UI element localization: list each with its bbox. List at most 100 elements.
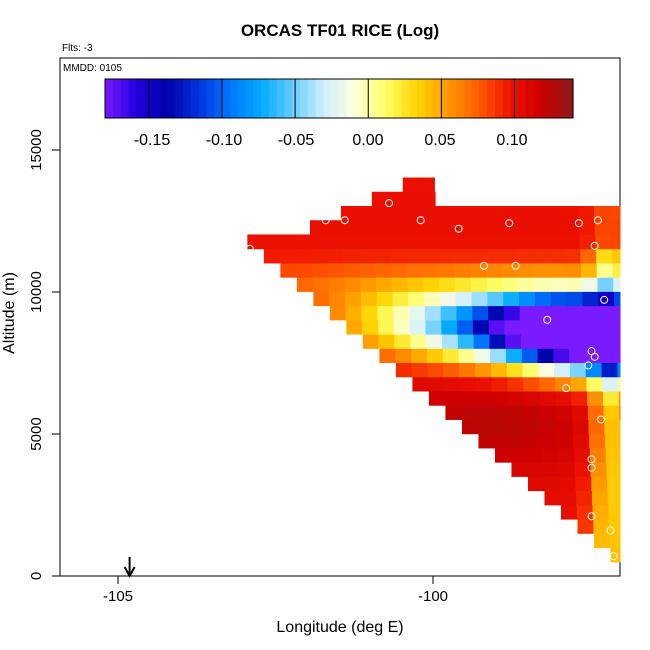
heatmap-cell <box>436 220 453 235</box>
heatmap-cell <box>556 405 573 420</box>
heatmap-cell <box>424 291 441 307</box>
heatmap-cell <box>391 277 409 292</box>
heatmap-cell <box>548 248 565 264</box>
heatmap-cell <box>456 305 473 321</box>
colorbar-segment <box>183 79 192 118</box>
heatmap-cell <box>361 305 378 321</box>
heatmap-cell <box>309 220 327 235</box>
heatmap-cell <box>550 291 567 307</box>
heatmap-cell <box>373 220 390 235</box>
heatmap-cell <box>394 334 411 349</box>
colorbar-tick-label: -0.15 <box>134 132 171 149</box>
heatmap-cell <box>296 277 314 292</box>
heatmap-cell <box>613 291 621 307</box>
heatmap-cell <box>469 248 486 264</box>
heatmap-cell <box>345 305 363 321</box>
heatmap-cell <box>519 305 537 321</box>
observation-point <box>606 526 615 535</box>
heatmap-cell <box>517 262 534 278</box>
heatmap-cell <box>527 476 545 492</box>
colorbar-segment <box>144 79 153 118</box>
heatmap-cell <box>504 319 521 335</box>
colorbar-frame <box>104 78 574 119</box>
heatmap-cell <box>441 334 459 349</box>
heatmap-cell <box>594 220 612 235</box>
heatmap-cell <box>378 319 395 335</box>
heatmap-cell <box>439 291 457 307</box>
heatmap-cell <box>468 220 485 235</box>
heatmap-cell <box>411 348 428 364</box>
colorbar-segment <box>362 79 371 118</box>
heatmap-cell <box>390 248 407 264</box>
heatmap-cell <box>604 419 621 435</box>
colorbar-gradient <box>104 78 574 119</box>
heatmap-cell <box>474 348 491 364</box>
heatmap-cell <box>375 262 392 278</box>
colorbar-segment <box>198 79 207 118</box>
heatmap-cell <box>589 433 606 449</box>
heatmap-cell <box>247 234 264 250</box>
observation-point <box>600 295 609 304</box>
heatmap-cell <box>585 362 603 378</box>
heatmap-cell <box>328 277 345 292</box>
heatmap-cell <box>437 234 454 250</box>
heatmap-cell <box>342 248 360 264</box>
heatmap-cell <box>407 277 424 292</box>
heatmap-cell <box>422 248 439 264</box>
colorbar-segment <box>261 79 270 118</box>
heatmap-cell <box>570 376 587 392</box>
heatmap-cell <box>460 391 477 406</box>
heatmap-cell <box>578 206 595 221</box>
heatmap-cell <box>345 291 362 307</box>
heatmap-cell <box>574 462 592 477</box>
observation-point <box>543 315 552 324</box>
colorbar-segment <box>448 79 457 118</box>
heatmap-cell <box>532 248 550 264</box>
colorbar-segment <box>549 79 558 118</box>
heatmap-cell <box>597 277 614 292</box>
heatmap-cell <box>587 391 604 406</box>
heatmap-cell <box>567 319 585 335</box>
heatmap-cell <box>343 262 360 278</box>
heatmap-cell <box>567 305 584 321</box>
colorbar-segment <box>354 79 363 118</box>
heatmap-cell <box>507 376 524 392</box>
heatmap-cell <box>607 490 621 506</box>
observation-point <box>562 384 571 393</box>
heatmap-cell <box>572 419 589 435</box>
colorbar-segment <box>323 79 332 118</box>
colorbar-tick-label: -0.05 <box>278 132 315 149</box>
chart-title: ORCAS TF01 RICE (Log) <box>241 21 439 40</box>
observation-point <box>593 216 602 225</box>
heatmap-cell <box>461 419 479 435</box>
heatmap-cell <box>502 277 519 292</box>
heatmap-cell <box>619 405 621 420</box>
colorbar-tick-label: 0.10 <box>496 132 527 149</box>
heatmap-cell <box>571 391 588 406</box>
heatmap-cell <box>521 348 539 364</box>
heatmap-cell <box>458 348 475 364</box>
heatmap-cell <box>542 447 559 463</box>
heatmap-cell <box>544 490 561 506</box>
colorbar-segment <box>105 79 114 118</box>
heatmap-cell <box>560 504 578 520</box>
heatmap-cell <box>524 405 541 420</box>
heatmap-cell <box>534 277 551 292</box>
heatmap-cell <box>377 305 394 321</box>
heatmap-cell <box>478 433 495 449</box>
heatmap-cell <box>325 220 343 235</box>
heatmap-cell <box>445 405 462 420</box>
observation-point <box>511 261 520 270</box>
heatmap-cell <box>546 206 563 221</box>
heatmap-cell <box>438 262 455 278</box>
heatmap-cell <box>575 476 592 492</box>
heatmap-cell <box>296 262 313 278</box>
heatmap-cell <box>404 220 422 235</box>
heatmap-cell <box>423 277 440 292</box>
heatmap-cell <box>426 334 443 349</box>
heatmap-cell <box>455 291 473 307</box>
x-tick-label: -105 <box>103 588 133 605</box>
heatmap-cell <box>533 262 550 278</box>
heatmap-cells <box>247 177 621 563</box>
heatmap-cell <box>609 533 621 549</box>
